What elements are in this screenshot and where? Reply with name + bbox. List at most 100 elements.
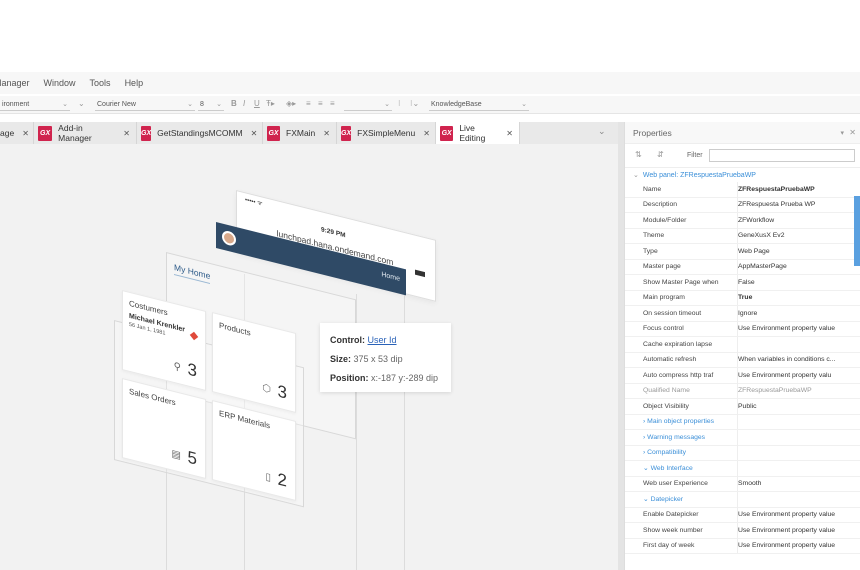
control-value-link[interactable]: User Id bbox=[367, 335, 397, 345]
align-center-icon[interactable]: ≡ bbox=[318, 99, 323, 108]
property-value[interactable] bbox=[737, 414, 847, 430]
tab-live-editing[interactable]: GX Live Editing ✕ bbox=[436, 122, 520, 144]
list-icon[interactable]: ⁝ bbox=[398, 99, 401, 108]
color-icon[interactable]: ◈▸ bbox=[286, 99, 297, 108]
bold-icon[interactable]: B bbox=[231, 99, 237, 108]
property-row[interactable]: Type Web Page bbox=[625, 243, 860, 260]
close-icon[interactable]: ✕ bbox=[849, 128, 856, 137]
property-value[interactable]: Use Environment property value bbox=[737, 538, 847, 554]
property-row[interactable]: Name ZFRespuestaPruebaWP bbox=[625, 181, 860, 198]
property-value[interactable]: Use Environment property valu bbox=[737, 367, 847, 383]
format-icon[interactable]: Ŧ▸ bbox=[266, 99, 275, 108]
property-value[interactable]: Ignore bbox=[737, 305, 847, 321]
property-row[interactable]: Web user Experience Smooth bbox=[625, 476, 860, 492]
property-value[interactable]: Smooth bbox=[737, 476, 847, 492]
close-icon[interactable]: ✕ bbox=[323, 128, 330, 138]
tab-label: Live Editing bbox=[459, 123, 486, 143]
properties-scrollbar[interactable] bbox=[854, 196, 860, 266]
property-value[interactable]: Use Environment property value bbox=[737, 507, 847, 523]
font-select[interactable]: Courier New ⌄ bbox=[95, 99, 195, 111]
dropdown-arrow-icon[interactable]: ⌄ bbox=[78, 99, 85, 108]
property-value[interactable]: AppMasterPage bbox=[737, 259, 847, 275]
property-value[interactable]: GeneXusX Ev2 bbox=[737, 228, 847, 244]
property-value[interactable] bbox=[737, 445, 847, 461]
italic-icon[interactable]: I bbox=[243, 99, 246, 108]
property-value[interactable]: ZFRespuesta Prueba WP bbox=[737, 197, 847, 213]
menu-help[interactable]: Help bbox=[124, 78, 144, 88]
property-name: Description bbox=[643, 201, 677, 209]
guide-line bbox=[404, 284, 405, 570]
property-value[interactable]: Public bbox=[737, 398, 847, 414]
property-row[interactable]: Description ZFRespuesta Prueba WP bbox=[625, 197, 860, 213]
knowledge-base-select[interactable]: KnowledgeBase ⌄ bbox=[429, 99, 529, 111]
property-value[interactable] bbox=[737, 429, 847, 445]
environment-select-value: ironment bbox=[2, 101, 30, 108]
property-row[interactable]: Automatic refresh When variables in condi… bbox=[625, 352, 860, 368]
property-row[interactable]: Show week number Use Environment property… bbox=[625, 522, 860, 539]
property-row[interactable]: ⌄ Datepicker bbox=[625, 491, 860, 508]
property-value[interactable]: False bbox=[737, 274, 847, 290]
property-row[interactable]: Focus control Use Environment property va… bbox=[625, 321, 860, 337]
property-row[interactable]: Show Master Page when False bbox=[625, 274, 860, 291]
panel-splitter[interactable] bbox=[618, 122, 624, 570]
property-row[interactable]: First day of week Use Environment propert… bbox=[625, 538, 860, 554]
close-icon[interactable]: ✕ bbox=[423, 128, 430, 138]
property-value[interactable]: ZFRespuestaPruebaWP bbox=[737, 383, 847, 399]
property-name: Automatic refresh bbox=[643, 356, 697, 364]
property-row[interactable]: Enable Datepicker Use Environment propert… bbox=[625, 507, 860, 523]
property-value[interactable]: Web Page bbox=[737, 243, 847, 259]
menu-manager[interactable]: Manager bbox=[0, 78, 30, 88]
tab-label: Add-in Manager bbox=[58, 123, 92, 143]
document-tabs: age ✕ GX Add-in Manager ✕ GX GetStanding… bbox=[0, 122, 618, 144]
property-value[interactable] bbox=[737, 460, 847, 476]
property-value[interactable] bbox=[737, 336, 847, 352]
close-icon[interactable]: ✕ bbox=[250, 128, 258, 138]
sort-alpha-icon[interactable]: ⇵ bbox=[657, 150, 664, 159]
property-row[interactable]: › Warning messages bbox=[625, 429, 860, 446]
property-row[interactable]: Qualified Name ZFRespuestaPruebaWP bbox=[625, 383, 860, 399]
property-row[interactable]: On session timeout Ignore bbox=[625, 305, 860, 322]
close-icon[interactable]: ✕ bbox=[123, 128, 130, 138]
categorized-icon[interactable]: ⇅ bbox=[635, 150, 642, 159]
align-left-icon[interactable]: ≡ bbox=[306, 99, 311, 108]
property-value[interactable]: True bbox=[737, 290, 847, 306]
align-right-icon[interactable]: ≡ bbox=[330, 99, 335, 108]
property-row[interactable]: Cache expiration lapse bbox=[625, 336, 860, 353]
tabs-overflow-chevron-icon[interactable]: ⌄ bbox=[598, 126, 606, 136]
property-row[interactable]: Module/Folder ZFWorkflow bbox=[625, 212, 860, 229]
property-row[interactable]: › Main object properties bbox=[625, 414, 860, 430]
property-value[interactable]: Use Environment property value bbox=[737, 522, 847, 538]
indent-icon[interactable]: ⁝⌄ bbox=[410, 99, 420, 108]
close-icon[interactable]: ✕ bbox=[22, 128, 29, 138]
property-row[interactable]: Theme GeneXusX Ev2 bbox=[625, 228, 860, 244]
tab-getstandingsmcomm[interactable]: GX GetStandingsMCOMM ✕ bbox=[137, 122, 263, 144]
menu-tools[interactable]: Tools bbox=[89, 78, 111, 88]
tab-add-in-manager[interactable]: GX Add-in Manager ✕ bbox=[34, 122, 137, 144]
property-name: Name bbox=[643, 185, 662, 193]
close-icon[interactable]: ✕ bbox=[506, 128, 513, 138]
style-select[interactable]: ⌄ bbox=[344, 99, 392, 111]
property-row[interactable]: Auto compress http traf Use Environment p… bbox=[625, 367, 860, 384]
top-blank-area bbox=[0, 0, 860, 70]
font-size-select[interactable]: 8 ⌄ bbox=[198, 99, 224, 111]
pin-icon[interactable]: ▾ bbox=[840, 130, 844, 137]
property-value[interactable] bbox=[737, 491, 847, 507]
property-row[interactable]: Main program True bbox=[625, 290, 860, 306]
tab-fxsimplemenu[interactable]: GX FXSimpleMenu ✕ bbox=[337, 122, 436, 144]
property-value[interactable]: ZFRespuestaPruebaWP bbox=[737, 181, 847, 197]
filter-input[interactable] bbox=[709, 149, 855, 162]
property-row[interactable]: ⌄ Web Interface bbox=[625, 460, 860, 477]
property-value[interactable]: ZFWorkflow bbox=[737, 212, 847, 228]
avatar[interactable] bbox=[222, 229, 236, 247]
tab-page[interactable]: age ✕ bbox=[0, 122, 34, 144]
property-row[interactable]: › Compatibility bbox=[625, 445, 860, 461]
property-row[interactable]: Master page AppMasterPage bbox=[625, 259, 860, 275]
property-row[interactable]: Object Visibility Public bbox=[625, 398, 860, 415]
property-value[interactable]: Use Environment property value bbox=[737, 321, 847, 337]
property-value[interactable]: When variables in conditions c... bbox=[737, 352, 847, 368]
underline-icon[interactable]: U bbox=[254, 99, 260, 108]
tab-fxmain[interactable]: GX FXMain ✕ bbox=[263, 122, 337, 144]
environment-select[interactable]: ironment ⌄ bbox=[0, 99, 70, 111]
menu-window[interactable]: Window bbox=[43, 78, 76, 88]
properties-group-header[interactable]: ⌄ Web panel: ZFRespuestaPruebaWP bbox=[625, 168, 860, 182]
